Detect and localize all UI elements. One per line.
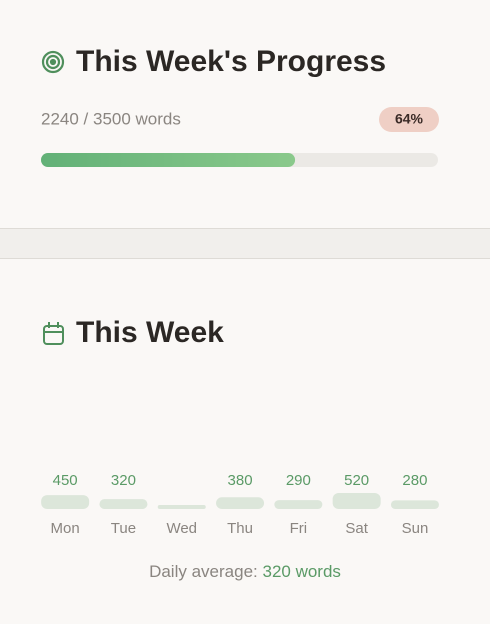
day-label: Mon (51, 520, 80, 537)
day-label: Wed (166, 520, 197, 537)
bar (216, 497, 265, 509)
bar (41, 495, 90, 509)
day-label: Sun (402, 520, 429, 537)
chart-title: This Week (76, 316, 224, 349)
bar (274, 500, 323, 509)
progress-fill (41, 153, 296, 167)
bar (390, 500, 439, 509)
progress-title: This Week's Progress (76, 45, 386, 78)
bar (332, 493, 381, 509)
average-value: 320 words (262, 562, 340, 581)
value-label: 520 (344, 472, 369, 489)
progress-text: 2240 / 3500 words (41, 109, 181, 128)
value-label: 290 (286, 472, 311, 489)
target-icon (41, 50, 65, 74)
day-label: Tue (111, 520, 136, 537)
separator (0, 228, 490, 259)
day-label: Sat (345, 520, 368, 537)
percent-label: 64% (395, 111, 424, 127)
value-label: 320 (111, 472, 136, 489)
value-label: 450 (53, 472, 78, 489)
day-label: Thu (227, 520, 253, 537)
value-label: 280 (402, 472, 427, 489)
calendar-icon (43, 322, 64, 345)
bar (99, 499, 148, 509)
empty-bar (157, 505, 206, 509)
day-label: Fri (290, 520, 308, 537)
value-label: 380 (228, 472, 253, 489)
percent-pill (379, 107, 439, 132)
daily-average: Daily average: 320 words (149, 562, 341, 581)
average-label: Daily average: (149, 562, 258, 581)
